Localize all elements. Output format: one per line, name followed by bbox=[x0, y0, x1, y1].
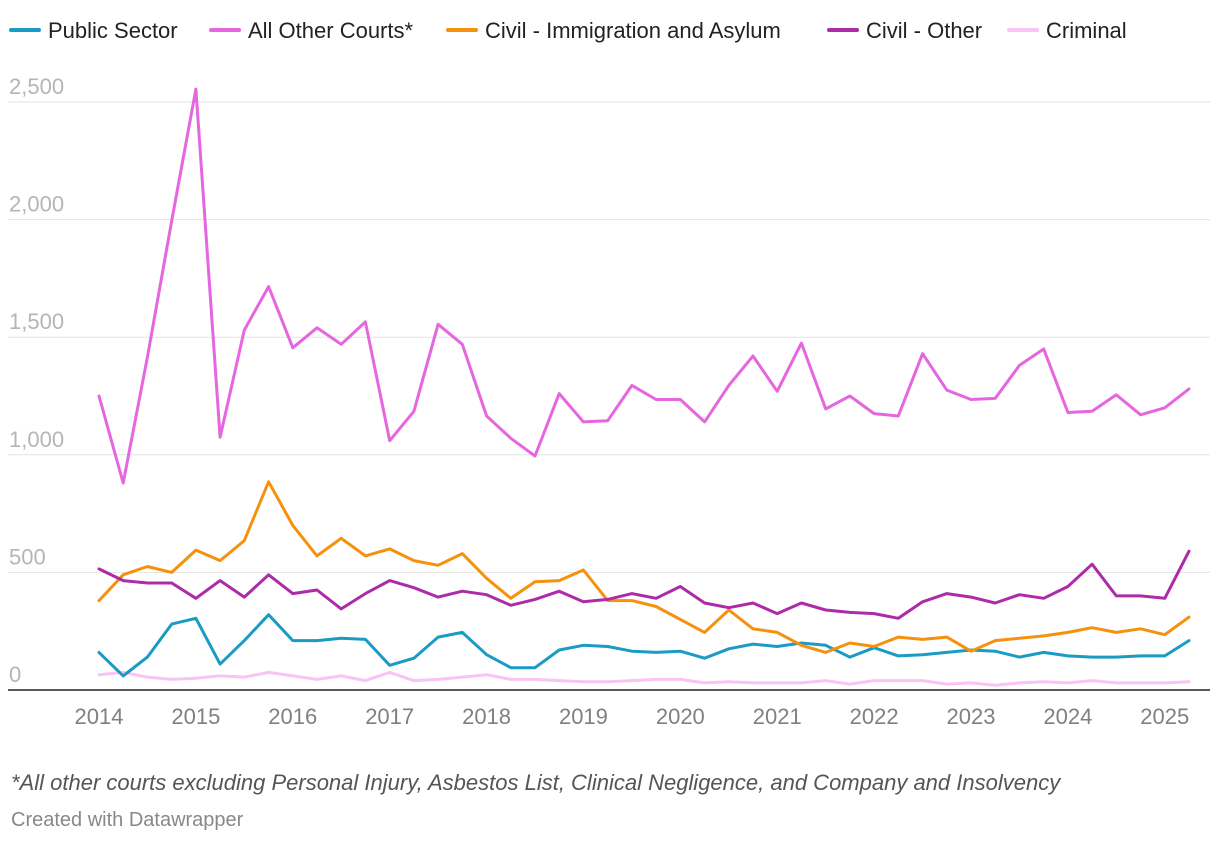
y-tick-label-1000: 1,000 bbox=[9, 427, 64, 452]
legend-item-public-sector: Public Sector bbox=[9, 18, 178, 43]
y-tick-label-0: 0 bbox=[9, 662, 21, 687]
x-tick-label-2023: 2023 bbox=[947, 704, 996, 729]
series-line-civil-other bbox=[97, 549, 1191, 620]
legend: Public Sector All Other Courts* Civil - Im… bbox=[9, 18, 1127, 43]
x-tick-label-2019: 2019 bbox=[559, 704, 608, 729]
y-tick-label-500: 500 bbox=[9, 544, 46, 569]
x-tick-label-2025: 2025 bbox=[1140, 704, 1189, 729]
y-tick-label-2500: 2,500 bbox=[9, 74, 64, 99]
y-tick-label-1500: 1,500 bbox=[9, 309, 64, 334]
legend-item-all-other-courts: All Other Courts* bbox=[209, 18, 413, 43]
legend-item-civil-other: Civil - Other bbox=[827, 18, 982, 43]
series-line-criminal bbox=[97, 670, 1191, 687]
x-tick-label-2018: 2018 bbox=[462, 704, 511, 729]
x-tick-label-2017: 2017 bbox=[365, 704, 414, 729]
legend-label-all-other-courts: All Other Courts* bbox=[248, 18, 413, 43]
x-axis-ticks: 2014 2015 2016 2017 2018 2019 2020 2021 2022 2023… bbox=[75, 704, 1190, 729]
legend-label-public-sector: Public Sector bbox=[48, 18, 178, 43]
legend-label-civil-immigration-and-asylum: Civil - Immigration and Asylum bbox=[485, 18, 781, 43]
legend-item-criminal: Criminal bbox=[1007, 18, 1127, 43]
gridlines bbox=[8, 101, 1210, 573]
x-tick-label-2021: 2021 bbox=[753, 704, 802, 729]
x-tick-label-2024: 2024 bbox=[1043, 704, 1092, 729]
y-tick-label-2000: 2,000 bbox=[9, 192, 64, 217]
legend-item-civil-immigration-and-asylum: Civil - Immigration and Asylum bbox=[446, 18, 781, 43]
x-tick-label-2015: 2015 bbox=[171, 704, 220, 729]
y-axis-ticks: 0 500 1,000 1,500 2,000 2,500 bbox=[9, 74, 64, 687]
series-line-all-other-courts bbox=[97, 87, 1191, 485]
legend-label-civil-other: Civil - Other bbox=[866, 18, 982, 43]
series-line-civil-immigration-and-asylum bbox=[97, 480, 1191, 654]
x-tick-label-2022: 2022 bbox=[850, 704, 899, 729]
x-tick-label-2016: 2016 bbox=[268, 704, 317, 729]
chart-credit: Created with Datawrapper bbox=[11, 809, 244, 831]
legend-label-criminal: Criminal bbox=[1046, 18, 1127, 43]
chart-footnote: *All other courts excluding Personal Inj… bbox=[11, 770, 1061, 795]
series-line-public-sector bbox=[97, 613, 1191, 678]
series-lines bbox=[97, 87, 1191, 687]
x-tick-label-2014: 2014 bbox=[75, 704, 124, 729]
x-tick-label-2020: 2020 bbox=[656, 704, 705, 729]
